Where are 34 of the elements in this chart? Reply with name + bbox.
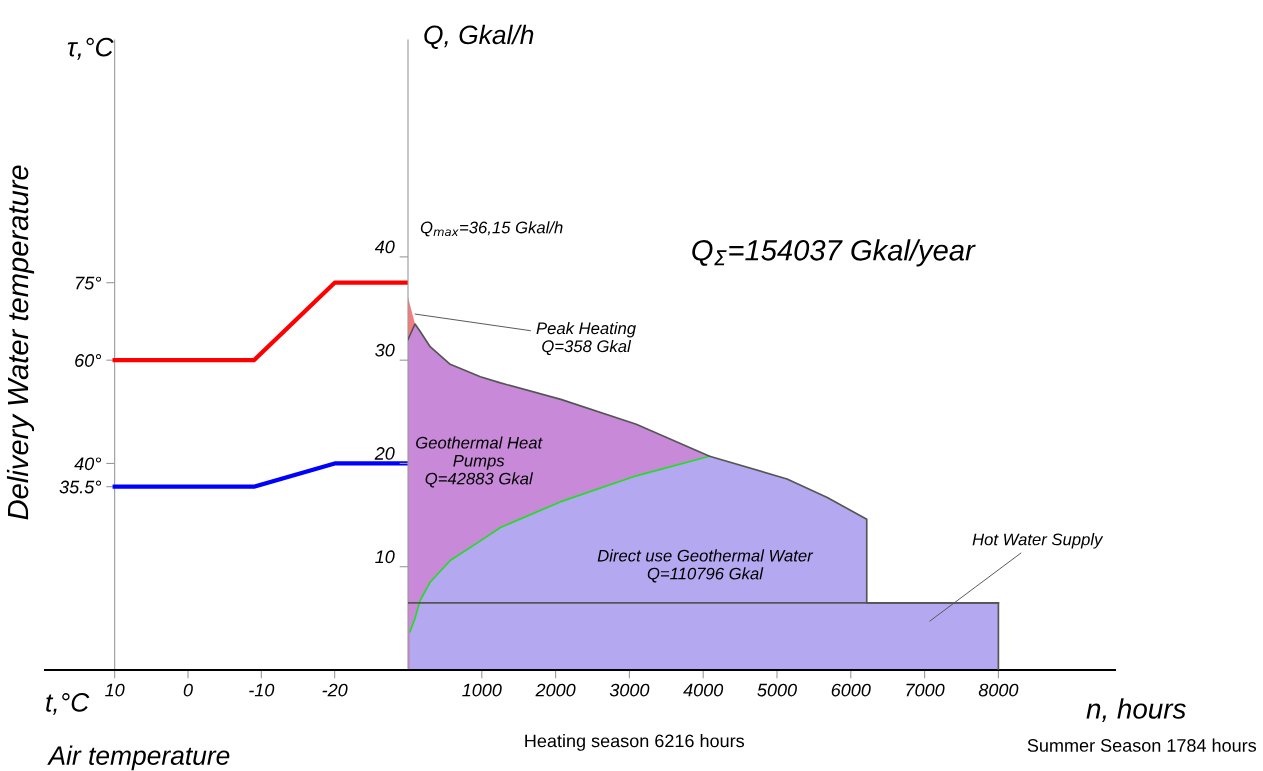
annotation: τ,°C [67, 37, 114, 60]
x-tick-label: -20 [322, 683, 348, 697]
text: Heating season 6216 hours [525, 734, 745, 751]
x-tick-label: 0 [183, 683, 193, 697]
y-tick-label: 40 [374, 240, 395, 254]
y-tick-label: 60° [75, 354, 102, 367]
y-tick-label: 10 [375, 550, 395, 564]
x-axis-title: Air temperature [47, 745, 230, 771]
x-tick-label: 1000 [462, 683, 502, 697]
text: t,°C [46, 693, 90, 715]
x-tick-label: -10 [249, 683, 275, 697]
y-axis-title: Delivery Water temperature [6, 165, 35, 520]
x-tick-label: 4000 [683, 683, 724, 697]
annotation: Geothermal Heat Pumps Q=42883 Gkal [416, 436, 543, 488]
x-tick-label: 8000 [978, 683, 1019, 697]
y-tick-label: 75° [76, 276, 102, 290]
annotation: Q$_{max}$=36,15 Gkal/h [420, 221, 563, 237]
text: Summer Season 1784 hours [1027, 738, 1257, 752]
x-tick-label: 10 [105, 683, 125, 697]
x-tick-label: 3000 [609, 683, 650, 697]
text: Q$_{Σ}$=154037 Gkal/year [692, 239, 976, 267]
annotation: Direct use Geothermal Water Q=110796 Gkal [597, 549, 814, 583]
y-axis-title: Q, Gkal/h [424, 24, 534, 49]
annotation: Hot Water Supply [972, 533, 1104, 549]
x-tick-label: 2000 [535, 683, 576, 697]
x-tick-label: 5000 [757, 683, 797, 697]
y-tick-label: 20 [374, 447, 395, 460]
y-tick-label: 30 [375, 343, 395, 357]
x-tick-label: 6000 [831, 683, 871, 697]
x-tick-label: 7000 [906, 683, 945, 697]
x-axis-title: n, hours [1086, 698, 1186, 723]
annotation: Peak Heating Q=358 Gkal [536, 321, 636, 356]
y-tick-label: 40° [74, 457, 102, 471]
y-tick-label: 35.5° [59, 480, 102, 494]
